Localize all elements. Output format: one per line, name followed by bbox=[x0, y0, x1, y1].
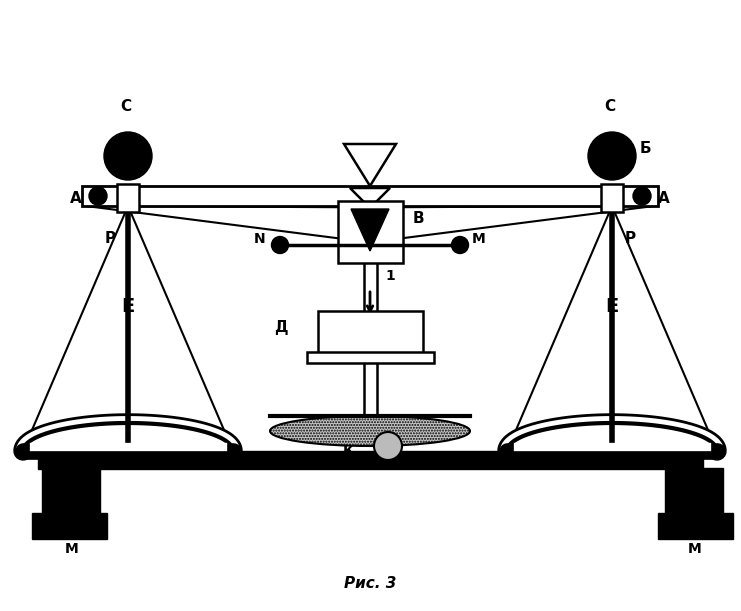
Ellipse shape bbox=[270, 416, 470, 446]
Circle shape bbox=[374, 432, 402, 460]
Polygon shape bbox=[23, 423, 233, 451]
Bar bbox=[32, 513, 107, 539]
Bar bbox=[38, 451, 703, 469]
Polygon shape bbox=[507, 423, 717, 451]
Text: А: А bbox=[70, 191, 82, 205]
Circle shape bbox=[633, 187, 651, 205]
Text: Рис. 3: Рис. 3 bbox=[344, 576, 396, 590]
Text: М: М bbox=[688, 542, 702, 556]
Bar bbox=[658, 513, 733, 539]
Text: К: К bbox=[342, 444, 353, 458]
Circle shape bbox=[451, 236, 468, 254]
Bar bbox=[117, 184, 139, 212]
Text: Б: Б bbox=[640, 141, 651, 156]
Text: М: М bbox=[65, 542, 79, 556]
Text: 1: 1 bbox=[385, 269, 395, 283]
Text: В: В bbox=[413, 211, 424, 226]
Circle shape bbox=[89, 187, 107, 205]
Text: С: С bbox=[605, 99, 616, 114]
Bar bbox=[82, 186, 658, 206]
Circle shape bbox=[104, 132, 152, 180]
Text: Р: Р bbox=[625, 230, 636, 246]
Text: Е: Е bbox=[605, 296, 619, 315]
Circle shape bbox=[588, 132, 636, 180]
Text: А: А bbox=[658, 191, 670, 205]
Polygon shape bbox=[344, 144, 396, 186]
Text: Е: Е bbox=[122, 296, 135, 315]
Bar bbox=[307, 352, 433, 363]
Bar bbox=[42, 468, 100, 516]
Text: С: С bbox=[121, 99, 132, 114]
Text: Д: Д bbox=[274, 320, 288, 334]
Polygon shape bbox=[351, 209, 389, 251]
Bar bbox=[601, 184, 623, 212]
Text: N: N bbox=[253, 232, 265, 246]
Polygon shape bbox=[350, 188, 390, 208]
Bar bbox=[317, 311, 422, 353]
Bar bbox=[337, 201, 402, 263]
Text: Р: Р bbox=[104, 230, 116, 246]
Circle shape bbox=[271, 236, 288, 254]
Text: M: M bbox=[472, 232, 486, 246]
Bar bbox=[665, 468, 723, 516]
